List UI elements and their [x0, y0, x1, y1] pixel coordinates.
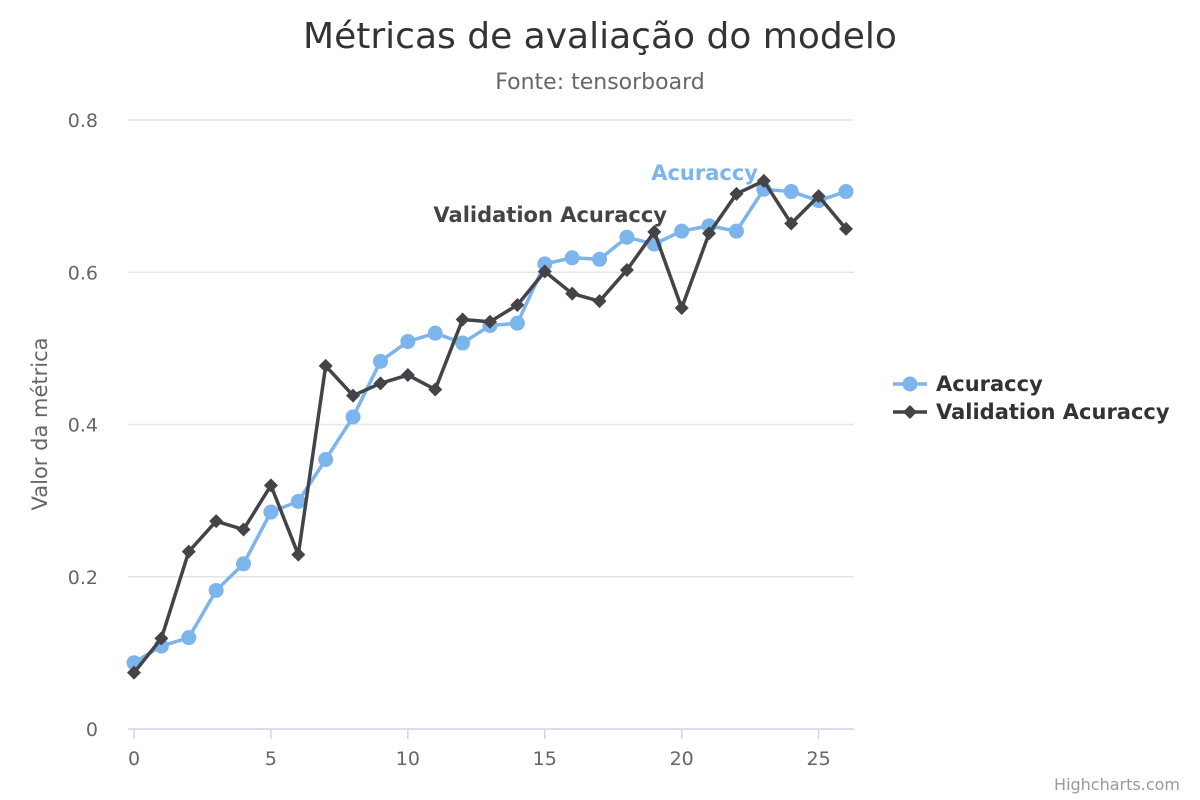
legend-marker: [902, 376, 918, 392]
data-point[interactable]: [592, 251, 608, 267]
data-point[interactable]: [619, 229, 635, 245]
data-point[interactable]: [455, 335, 471, 351]
data-point[interactable]: [318, 358, 333, 373]
data-point[interactable]: [839, 221, 853, 236]
legend-label: Acuraccy: [936, 372, 1043, 396]
data-point[interactable]: [181, 544, 196, 559]
y-axis: 0 0.2 0.4 0.6 0.8: [68, 110, 98, 741]
data-point[interactable]: [783, 184, 799, 200]
series-validation-accuracy[interactable]: [127, 173, 853, 680]
series-line: [132, 179, 848, 675]
data-point[interactable]: [290, 493, 306, 509]
data-point[interactable]: [565, 286, 580, 301]
x-tick-label: 0: [128, 748, 140, 770]
data-point[interactable]: [372, 353, 388, 369]
data-point[interactable]: [564, 250, 580, 266]
credits-link[interactable]: Highcharts.com: [1054, 775, 1180, 794]
data-point[interactable]: [209, 514, 224, 529]
y-tick-label: 0.4: [68, 415, 98, 437]
data-point[interactable]: [181, 630, 197, 646]
data-point[interactable]: [619, 262, 634, 277]
y-tick-label: 0.8: [68, 110, 98, 132]
legend-item[interactable]: Validation Acuraccy: [893, 400, 1170, 424]
data-point[interactable]: [729, 186, 744, 201]
grid-lines: [128, 119, 854, 578]
x-tick-label: 15: [533, 748, 557, 770]
x-axis: 0 5 10 15 20 25: [128, 729, 831, 770]
x-tick-label: 5: [265, 748, 277, 770]
data-point[interactable]: [647, 224, 662, 239]
y-tick-label: 0.6: [68, 262, 98, 284]
data-point[interactable]: [838, 184, 854, 200]
legend-item[interactable]: Acuraccy: [893, 372, 1043, 396]
data-point[interactable]: [537, 264, 552, 279]
data-point[interactable]: [702, 226, 717, 241]
series-line: [132, 187, 848, 665]
data-point[interactable]: [756, 173, 771, 188]
chart-title: Métricas de avaliação do modelo: [303, 16, 897, 57]
data-point[interactable]: [400, 334, 416, 350]
data-point[interactable]: [291, 547, 306, 562]
y-tick-label: 0.2: [68, 567, 98, 589]
series-label-validation-accuracy: Validation Acuraccy: [433, 203, 667, 227]
data-point[interactable]: [427, 325, 443, 341]
data-point[interactable]: [127, 665, 141, 680]
data-point[interactable]: [784, 216, 799, 231]
data-point[interactable]: [811, 189, 826, 204]
data-point[interactable]: [428, 382, 443, 397]
data-point[interactable]: [483, 314, 497, 329]
data-point[interactable]: [509, 315, 525, 331]
series-label-accuracy: Acuraccy: [651, 161, 758, 185]
data-point[interactable]: [373, 376, 388, 391]
data-point[interactable]: [537, 256, 553, 272]
data-point[interactable]: [346, 388, 361, 403]
legend-marker: [903, 405, 917, 419]
data-point[interactable]: [592, 294, 607, 309]
data-point[interactable]: [345, 409, 361, 425]
data-point[interactable]: [674, 301, 689, 316]
y-axis-title: Valor da métrica: [28, 338, 52, 511]
plot-area: [126, 173, 854, 680]
data-point[interactable]: [400, 368, 415, 383]
data-point[interactable]: [263, 504, 279, 520]
x-tick-label: 10: [396, 748, 420, 770]
data-point[interactable]: [263, 478, 278, 493]
data-point[interactable]: [674, 223, 690, 239]
data-point[interactable]: [455, 312, 470, 327]
data-point[interactable]: [236, 522, 251, 537]
series-labels: Acuraccy Validation Acuraccy: [433, 161, 758, 227]
legend[interactable]: Acuraccy Validation Acuraccy: [893, 372, 1170, 424]
data-point[interactable]: [510, 297, 525, 312]
data-point[interactable]: [728, 223, 744, 239]
data-point[interactable]: [154, 631, 169, 646]
data-point[interactable]: [236, 556, 252, 572]
legend-label: Validation Acuraccy: [936, 400, 1170, 424]
data-point[interactable]: [208, 582, 224, 598]
x-tick-label: 20: [670, 748, 694, 770]
x-tick-label: 25: [807, 748, 831, 770]
y-tick-label: 0: [86, 719, 98, 741]
data-point[interactable]: [318, 452, 334, 468]
chart-subtitle: Fonte: tensorboard: [495, 70, 704, 95]
series-accuracy[interactable]: [126, 181, 854, 671]
